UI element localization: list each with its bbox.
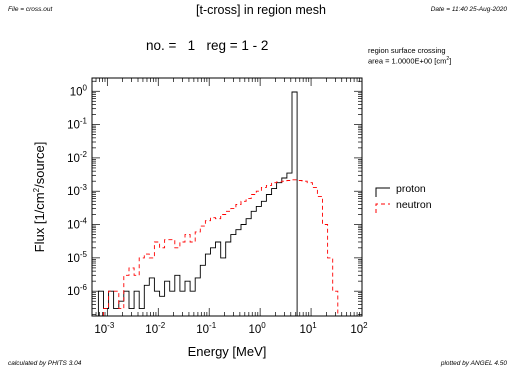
legend-swatch-proton <box>375 187 390 197</box>
x-tick-label: 10-1 <box>196 321 216 336</box>
y-tick-label: 10-6 <box>67 283 87 298</box>
annotation-line-1: region surface crossing <box>368 46 446 55</box>
series-proton-histogram <box>97 91 298 316</box>
y-tick-label: 100 <box>70 83 88 98</box>
x-tick-label: 100 <box>249 321 267 336</box>
date-label: Date = 11:40 25-Aug-2020 <box>430 6 507 13</box>
file-label: File = cross.out <box>8 6 53 13</box>
plot-number-value: 1 <box>187 38 196 53</box>
x-tick-label: 101 <box>299 321 317 336</box>
x-tick-labels: 10-3 10-2 10-1 100 101 102 <box>94 321 368 336</box>
legend-label-neutron: neutron <box>396 199 432 211</box>
series-layer <box>97 91 339 316</box>
plot-frame <box>91 77 363 317</box>
y-tick-label: 10-4 <box>67 217 87 232</box>
x-tick-label: 10-3 <box>94 321 114 336</box>
y-tick-labels: 100 10-1 10-2 10-3 10-4 10-5 10-6 <box>67 83 87 298</box>
region-annotation: region surface crossing area = 1.0000E+0… <box>368 46 451 66</box>
axis-ticks <box>91 78 363 316</box>
legend-label-proton: proton <box>396 183 426 195</box>
region-label: reg = 1 - 2 <box>206 38 269 53</box>
legend: proton neutron <box>375 183 432 213</box>
y-tick-label: 10-5 <box>67 250 87 265</box>
legend-swatch-neutron <box>375 203 390 213</box>
x-tick-label: 10-2 <box>145 321 165 336</box>
y-tick-label: 10-2 <box>67 150 87 165</box>
series-neutron-histogram <box>103 179 339 316</box>
annotation-line-2: area = 1.0000E+00 [cm2] <box>368 56 452 66</box>
y-axis-label: Flux [1/cm2/source] <box>32 142 47 253</box>
y-tick-label: 10-1 <box>67 117 87 132</box>
x-tick-label: 102 <box>350 321 368 336</box>
figure-title: [t-cross] in region mesh <box>196 3 326 17</box>
plot-number-prefix: no. = <box>146 38 177 53</box>
footer-left-label: calculated by PHITS 3.04 <box>8 360 82 367</box>
x-axis-label: Energy [MeV] <box>188 344 267 359</box>
plot-number-label: no. = 1 reg = 1 - 2 <box>146 38 268 53</box>
y-tick-label: 10-3 <box>67 183 87 198</box>
footer-right-label: plotted by ANGEL 4.50 <box>440 360 507 367</box>
